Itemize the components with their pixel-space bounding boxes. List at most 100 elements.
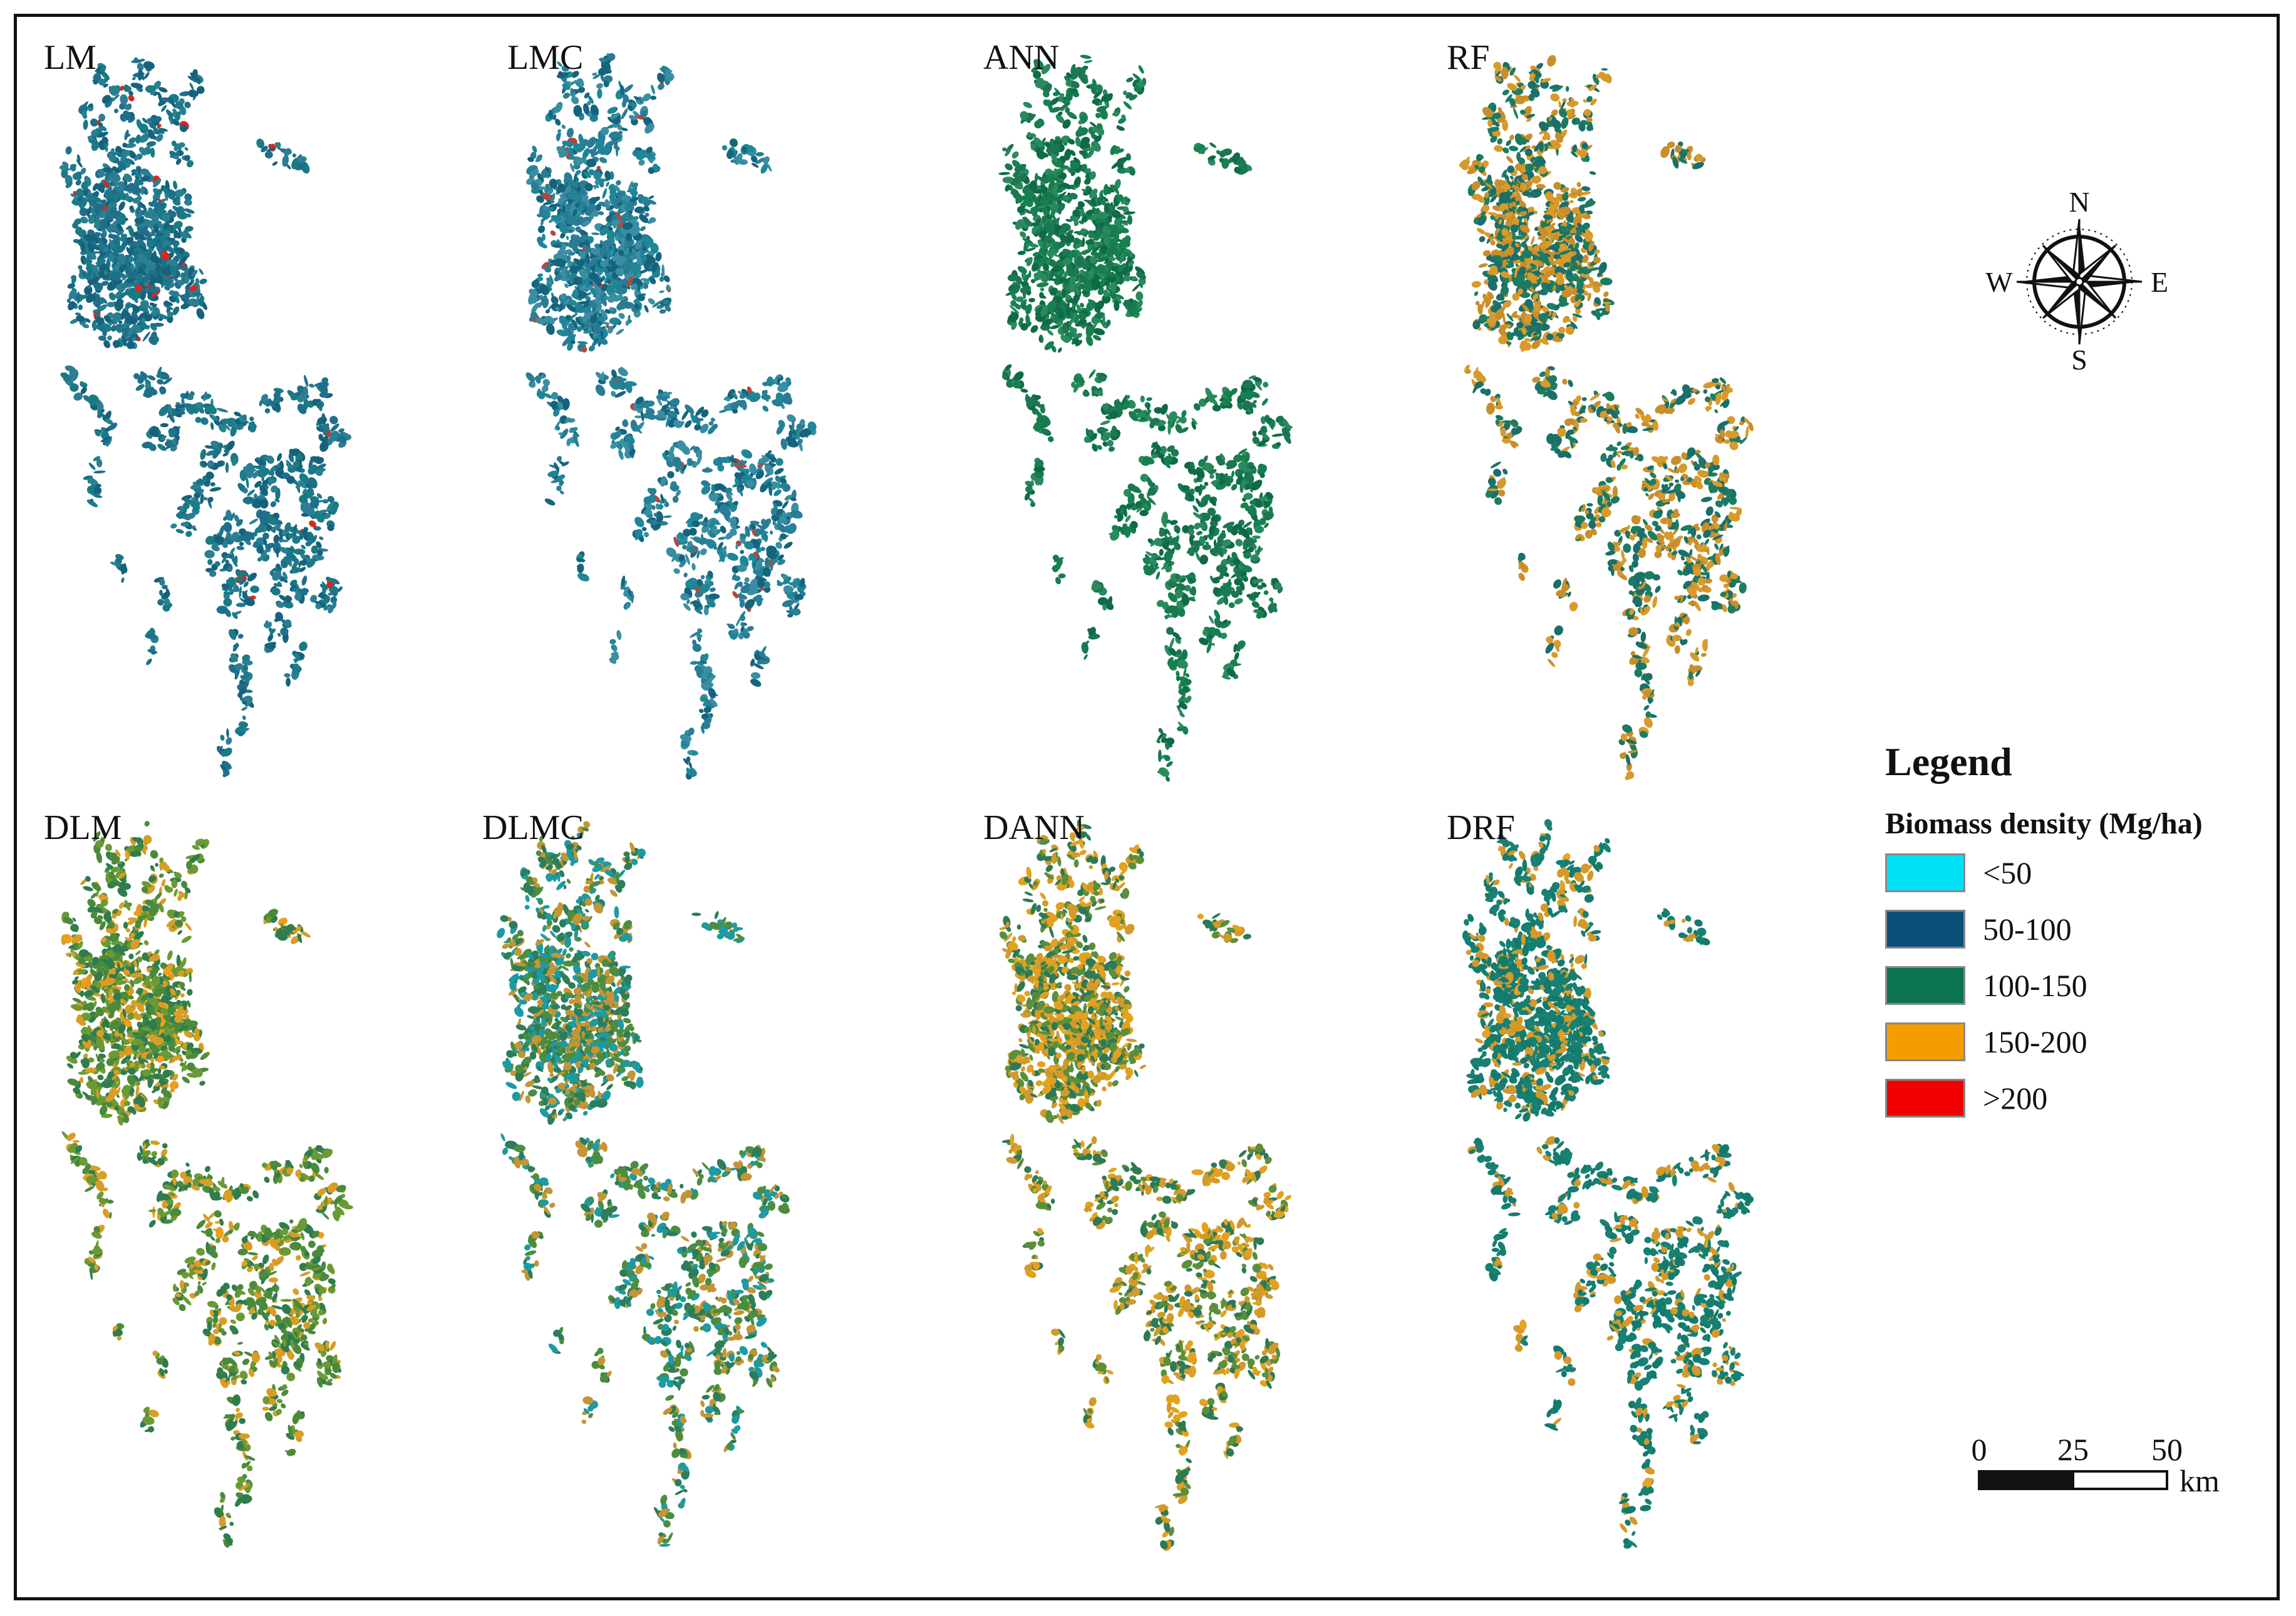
biomass-patch <box>738 159 748 165</box>
biomass-patch <box>1219 398 1226 401</box>
biomass-patch <box>133 279 138 284</box>
biomass-patch <box>296 156 307 163</box>
biomass-patch <box>611 391 616 397</box>
biomass-patch <box>708 593 720 600</box>
biomass-patch <box>1082 391 1090 397</box>
biomass-patch <box>133 196 142 203</box>
biomass-patch <box>98 122 103 127</box>
biomass-patch <box>225 532 232 538</box>
biomass-patch <box>1042 198 1049 207</box>
biomass-patch <box>143 61 155 70</box>
biomass-patch <box>739 393 747 399</box>
biomass-patch <box>685 404 695 414</box>
biomass-patch <box>621 108 628 120</box>
biomass-patch <box>105 418 113 425</box>
biomass-patch <box>1097 212 1109 219</box>
biomass-patch <box>167 209 172 215</box>
biomass-patch <box>125 304 132 308</box>
biomass-patch <box>1082 188 1087 192</box>
biomass-patch <box>1234 468 1243 478</box>
biomass-patch <box>1093 390 1104 395</box>
biomass-patch <box>700 575 705 580</box>
biomass-patch <box>303 527 309 532</box>
biomass-patch <box>727 623 734 627</box>
biomass-patch <box>1020 300 1027 306</box>
biomass-patch <box>100 326 105 331</box>
biomass-patch <box>170 265 177 276</box>
biomass-patch <box>1122 206 1129 213</box>
biomass-patch <box>1085 428 1090 440</box>
biomass-patch <box>1135 300 1143 310</box>
map-panel-lmc: LMC <box>501 31 952 814</box>
biomass-patch <box>1077 203 1084 208</box>
biomass-patch <box>656 304 664 309</box>
biomass-patch <box>1041 137 1046 144</box>
biomass-patch <box>622 585 626 590</box>
biomass-patch <box>1135 408 1142 413</box>
biomass-patch <box>576 259 587 265</box>
biomass-patch <box>755 470 764 480</box>
biomass-patch <box>1103 289 1109 297</box>
biomass-patch <box>592 74 601 80</box>
biomass-patch <box>73 173 82 180</box>
biomass-patch <box>1247 461 1254 466</box>
biomass-patch <box>1125 197 1131 202</box>
biomass-patch <box>566 128 574 138</box>
biomass-patch <box>294 656 301 663</box>
biomass-patch <box>1062 182 1072 190</box>
biomass-patch <box>546 323 555 335</box>
biomass-patch <box>264 483 269 490</box>
biomass-patch <box>1198 459 1205 467</box>
biomass-patch <box>126 341 135 349</box>
biomass-patch <box>113 340 120 348</box>
biomass-patch <box>128 116 135 123</box>
biomass-patch <box>122 322 130 329</box>
biomass-patch <box>1057 111 1063 116</box>
biomass-patch <box>573 276 583 286</box>
biomass-patch <box>560 428 569 439</box>
biomass-patch <box>578 230 588 235</box>
biomass-patch <box>144 314 153 322</box>
biomass-patch <box>147 262 157 268</box>
biomass-patch <box>1244 471 1254 483</box>
biomass-patch <box>1132 276 1137 281</box>
biomass-patch <box>566 72 571 79</box>
biomass-patch <box>634 304 640 310</box>
biomass-patch <box>1073 157 1078 162</box>
biomass-patch <box>173 220 183 229</box>
biomass-patch <box>247 572 257 582</box>
biomass-patch <box>178 255 188 265</box>
biomass-patch <box>596 83 603 89</box>
biomass-patch <box>223 516 228 521</box>
biomass-patch <box>675 490 681 497</box>
biomass-patch <box>89 276 100 286</box>
biomass-patch <box>733 154 737 159</box>
biomass-patch <box>71 275 77 280</box>
biomass-patch <box>118 255 127 261</box>
biomass-patch <box>1026 235 1030 240</box>
biomass-patch <box>565 315 571 321</box>
biomass-patch <box>634 206 644 214</box>
biomass-patch <box>150 257 160 264</box>
biomass-patch <box>615 266 624 277</box>
biomass-patch <box>683 603 691 611</box>
biomass-patch <box>1073 294 1080 302</box>
biomass-patch <box>700 423 709 434</box>
biomass-patch <box>160 435 167 441</box>
biomass-patch <box>607 106 618 114</box>
biomass-patch <box>1122 90 1127 95</box>
biomass-patch <box>1207 155 1216 161</box>
biomass-patch <box>540 221 544 226</box>
biomass-patch <box>560 232 566 239</box>
biomass-patch <box>146 658 152 666</box>
biomass-patch <box>728 492 733 496</box>
biomass-patch <box>128 90 133 96</box>
biomass-patch <box>162 585 168 590</box>
biomass-patch <box>1120 157 1129 162</box>
biomass-patch <box>747 386 752 394</box>
biomass-patch <box>591 272 600 283</box>
biomass-patch <box>1108 446 1115 452</box>
biomass-patch <box>644 257 653 269</box>
biomass-patch <box>1081 163 1087 172</box>
biomass-patch <box>180 303 190 309</box>
